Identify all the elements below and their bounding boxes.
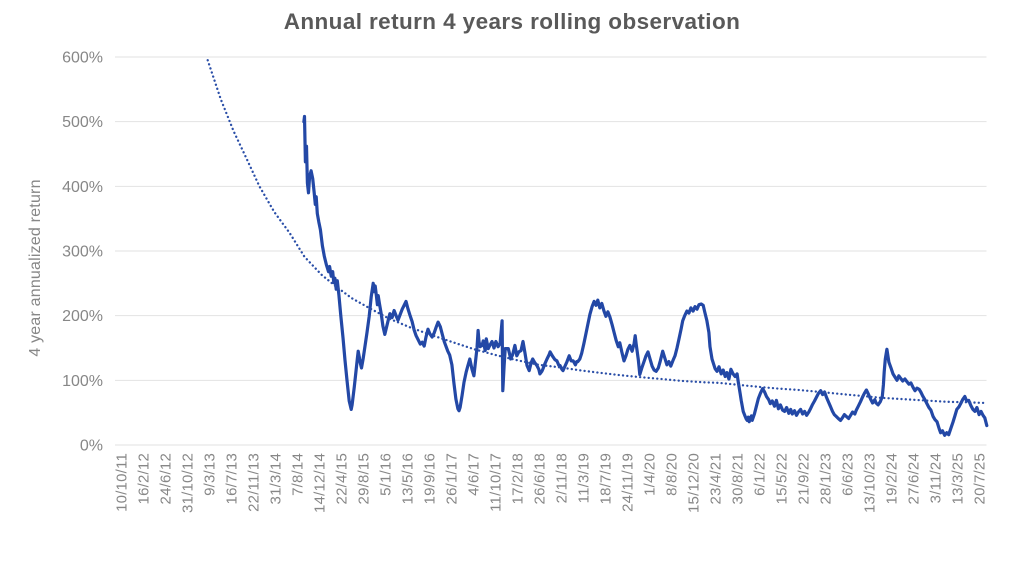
x-tick-label: 16/7/13 xyxy=(224,453,241,504)
x-tick-label: 11/10/17 xyxy=(488,453,505,512)
x-tick-label: 31/10/12 xyxy=(180,453,197,513)
x-tick-label: 3/11/24 xyxy=(928,453,945,503)
x-tick-label: 26/6/18 xyxy=(532,453,549,504)
x-tick-label: 9/3/13 xyxy=(202,453,219,496)
y-tick-label: 600% xyxy=(62,50,103,67)
x-tick-label: 20/7/25 xyxy=(972,453,989,504)
x-tick-label: 28/1/23 xyxy=(818,453,835,504)
x-tick-label: 19/9/16 xyxy=(422,453,439,504)
gridlines xyxy=(115,56,987,446)
x-tick-label: 13/5/16 xyxy=(400,453,417,504)
x-tick-label: 7/8/14 xyxy=(290,453,307,496)
x-tick-label: 13/3/25 xyxy=(950,453,967,504)
x-tick-label: 27/6/24 xyxy=(906,453,923,504)
x-tick-label: 18/7/19 xyxy=(598,453,615,504)
x-tick-label: 23/4/21 xyxy=(708,453,725,504)
y-tick-label: 300% xyxy=(62,244,103,261)
x-tick-label: 5/1/16 xyxy=(378,453,395,496)
x-tick-label: 15/5/22 xyxy=(774,453,791,504)
x-tick-label: 17/2/18 xyxy=(510,453,527,504)
x-tick-label: 29/8/15 xyxy=(356,453,373,504)
x-tick-label: 21/9/22 xyxy=(796,453,813,504)
x-tick-label: 31/3/14 xyxy=(268,453,285,504)
x-tick-label: 16/2/12 xyxy=(136,453,153,504)
data-series xyxy=(206,59,989,437)
x-tick-label: 10/10/11 xyxy=(114,453,131,512)
x-tick-label: 22/4/15 xyxy=(334,453,351,504)
x-tick-label: 11/3/19 xyxy=(576,453,593,503)
x-tick-label: 15/12/20 xyxy=(686,453,703,513)
y-tick-label: 0% xyxy=(80,438,103,455)
x-tick-label: 24/6/12 xyxy=(158,453,175,504)
y-tick-label: 100% xyxy=(62,373,103,390)
rolling-return-series xyxy=(302,114,989,437)
x-tick-label: 2/11/18 xyxy=(554,453,571,503)
x-tick-label: 6/1/22 xyxy=(752,453,769,496)
x-tick-label: 6/6/23 xyxy=(840,453,857,496)
x-tick-label: 14/12/14 xyxy=(312,453,329,513)
x-tick-label: 22/11/13 xyxy=(246,453,263,512)
y-tick-label: 200% xyxy=(62,308,103,325)
y-tick-label: 500% xyxy=(62,114,103,131)
x-tick-label: 19/2/24 xyxy=(884,453,901,504)
x-tick-label: 1/4/20 xyxy=(642,453,659,496)
y-tick-label: 400% xyxy=(62,179,103,196)
y-axis-tick-labels: 0% 100% 200% 300% 400% 500% 600% xyxy=(62,50,103,455)
x-tick-label: 8/8/20 xyxy=(664,453,681,496)
x-tick-label: 13/10/23 xyxy=(862,453,879,513)
x-tick-label: 4/6/17 xyxy=(466,453,483,496)
trendline-series xyxy=(206,59,988,405)
x-tick-label: 30/8/21 xyxy=(730,453,747,504)
x-tick-label: 26/1/17 xyxy=(444,453,461,504)
x-tick-label: 24/11/19 xyxy=(620,453,637,512)
chart-title: Annual return 4 years rolling observatio… xyxy=(283,9,741,34)
x-axis-tick-labels: 10/10/11 16/2/12 24/6/12 31/10/12 9/3/13 16/7… xyxy=(114,453,989,513)
